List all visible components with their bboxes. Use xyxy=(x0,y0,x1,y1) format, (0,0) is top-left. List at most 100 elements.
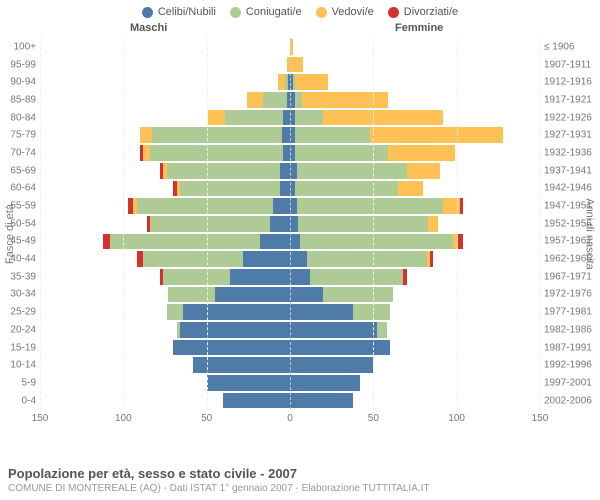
legend-label: Celibi/Nubili xyxy=(158,6,216,18)
age-label: 5-9 xyxy=(0,377,36,388)
bar-segment xyxy=(297,163,407,179)
female-bar xyxy=(290,287,540,303)
male-bar xyxy=(40,251,290,267)
birth-year-label: 1977-1981 xyxy=(544,307,600,318)
birth-year-label: 1962-1966 xyxy=(544,254,600,265)
bar-segment xyxy=(270,216,290,232)
bar-segment xyxy=(407,163,440,179)
male-bar xyxy=(40,163,290,179)
age-label: 35-39 xyxy=(0,271,36,282)
birth-year-label: 1997-2001 xyxy=(544,377,600,388)
male-bar xyxy=(40,304,290,320)
male-bar xyxy=(40,340,290,356)
bar-segment xyxy=(280,181,290,197)
bar-segment xyxy=(295,110,323,126)
birth-year-label: 1987-1991 xyxy=(544,342,600,353)
bar-segment xyxy=(298,216,428,232)
grid-line xyxy=(40,38,41,410)
female-bar xyxy=(290,74,540,90)
age-label: 45-49 xyxy=(0,236,36,247)
legend-swatch xyxy=(316,7,327,18)
chart-footer: Popolazione per età, sesso e stato civil… xyxy=(8,466,430,494)
female-bar xyxy=(290,92,540,108)
grid-line xyxy=(540,38,541,410)
bar-segment xyxy=(428,216,438,232)
male-bar xyxy=(40,322,290,338)
bar-segment xyxy=(290,234,300,250)
age-label: 75-79 xyxy=(0,130,36,141)
bar-segment xyxy=(300,234,453,250)
bar-segment xyxy=(150,216,270,232)
age-label: 55-59 xyxy=(0,201,36,212)
bar-segment xyxy=(460,198,463,214)
birth-year-label: 1952-1956 xyxy=(544,218,600,229)
grid-line xyxy=(373,38,374,410)
bar-segment xyxy=(263,92,286,108)
male-bar xyxy=(40,198,290,214)
legend-item: Vedovi/e xyxy=(316,6,374,18)
bar-segment xyxy=(137,251,144,267)
bar-segment xyxy=(223,393,290,409)
birth-year-label: 1912-1916 xyxy=(544,77,600,88)
bar-segment xyxy=(137,198,274,214)
bar-segment xyxy=(168,287,215,303)
bar-segment xyxy=(403,269,406,285)
male-bar xyxy=(40,216,290,232)
male-bar xyxy=(40,357,290,373)
age-label: 10-14 xyxy=(0,360,36,371)
female-bar xyxy=(290,163,540,179)
bar-segment xyxy=(103,234,110,250)
age-label: 80-84 xyxy=(0,112,36,123)
birth-year-label: 1937-1941 xyxy=(544,165,600,176)
birth-year-label: 1992-1996 xyxy=(544,360,600,371)
bar-segment xyxy=(150,145,283,161)
bar-segment xyxy=(207,375,290,391)
x-tick-label: 50 xyxy=(201,413,212,424)
bar-segment xyxy=(398,181,423,197)
birth-year-label: 1907-1911 xyxy=(544,59,600,70)
birth-year-label: 1972-1976 xyxy=(544,289,600,300)
age-label: 60-64 xyxy=(0,183,36,194)
bar-segment xyxy=(208,110,225,126)
male-bar xyxy=(40,74,290,90)
bar-segment xyxy=(353,304,390,320)
legend-item: Coniugati/e xyxy=(230,6,302,18)
bar-segment xyxy=(152,127,282,143)
bar-segment xyxy=(183,304,290,320)
chart-subtitle: COMUNE DI MONTEREALE (AQ) - Dati ISTAT 1… xyxy=(8,483,430,494)
bar-segment xyxy=(290,393,353,409)
female-bar xyxy=(290,357,540,373)
gender-headers: Maschi Femmine xyxy=(0,22,600,38)
bar-segment xyxy=(230,269,290,285)
female-bar xyxy=(290,340,540,356)
female-bar xyxy=(290,375,540,391)
birth-year-label: 2002-2006 xyxy=(544,395,600,406)
male-bar xyxy=(40,127,290,143)
x-tick-label: 150 xyxy=(532,413,549,424)
bar-segment xyxy=(323,110,443,126)
male-bar xyxy=(40,269,290,285)
birth-year-label: 1932-1936 xyxy=(544,147,600,158)
bar-segment xyxy=(143,145,150,161)
bar-segment xyxy=(295,181,398,197)
bar-segment xyxy=(278,74,285,90)
bar-segment xyxy=(215,287,290,303)
male-bar xyxy=(40,181,290,197)
bar-segment xyxy=(283,145,290,161)
grid-line xyxy=(207,38,208,410)
bar-segment xyxy=(180,181,280,197)
bar-segment xyxy=(290,57,303,73)
bar-segment xyxy=(167,163,280,179)
legend: Celibi/NubiliConiugati/eVedovi/eDivorzia… xyxy=(0,6,600,18)
bar-segment xyxy=(282,127,290,143)
birth-year-label: ≤ 1906 xyxy=(544,41,600,52)
female-bar xyxy=(290,127,540,143)
bar-segment xyxy=(110,234,260,250)
bar-segment xyxy=(243,251,290,267)
bar-segment xyxy=(290,304,353,320)
bar-segment xyxy=(247,92,264,108)
bar-segment xyxy=(302,92,389,108)
age-label: 85-89 xyxy=(0,94,36,105)
male-bar xyxy=(40,57,290,73)
male-bar xyxy=(40,287,290,303)
